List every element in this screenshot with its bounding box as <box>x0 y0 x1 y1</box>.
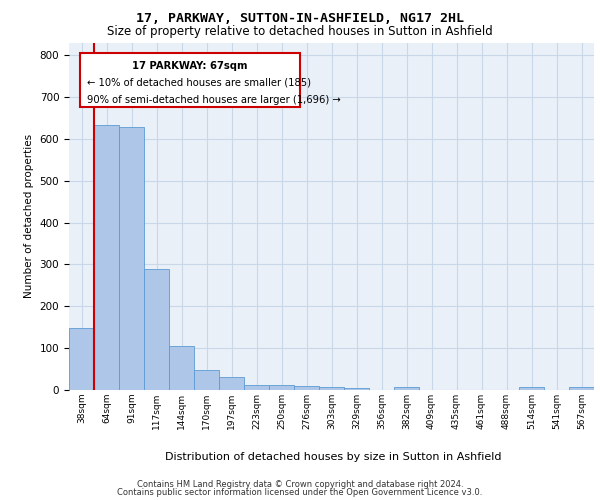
Text: Size of property relative to detached houses in Sutton in Ashfield: Size of property relative to detached ho… <box>107 25 493 38</box>
Bar <box>69 328 94 390</box>
Bar <box>319 387 344 390</box>
Text: 17, PARKWAY, SUTTON-IN-ASHFIELD, NG17 2HL: 17, PARKWAY, SUTTON-IN-ASHFIELD, NG17 2H… <box>136 12 464 24</box>
Bar <box>394 387 419 390</box>
Text: ← 10% of detached houses are smaller (185): ← 10% of detached houses are smaller (18… <box>88 78 311 88</box>
FancyBboxPatch shape <box>79 53 300 107</box>
Text: 90% of semi-detached houses are larger (1,696) →: 90% of semi-detached houses are larger (… <box>88 95 341 105</box>
Bar <box>219 378 244 390</box>
Bar <box>269 386 294 390</box>
Bar <box>169 346 194 390</box>
Text: 17 PARKWAY: 67sqm: 17 PARKWAY: 67sqm <box>132 62 248 72</box>
Bar <box>344 388 369 390</box>
Y-axis label: Number of detached properties: Number of detached properties <box>24 134 34 298</box>
Bar <box>94 125 119 390</box>
Bar <box>519 387 544 390</box>
Bar <box>244 384 269 390</box>
Text: Contains HM Land Registry data © Crown copyright and database right 2024.: Contains HM Land Registry data © Crown c… <box>137 480 463 489</box>
Bar <box>144 268 169 390</box>
Bar <box>569 387 594 390</box>
Bar <box>294 386 319 390</box>
Text: Contains public sector information licensed under the Open Government Licence v3: Contains public sector information licen… <box>118 488 482 497</box>
Bar <box>119 128 144 390</box>
Text: Distribution of detached houses by size in Sutton in Ashfield: Distribution of detached houses by size … <box>165 452 501 462</box>
Bar <box>194 370 219 390</box>
